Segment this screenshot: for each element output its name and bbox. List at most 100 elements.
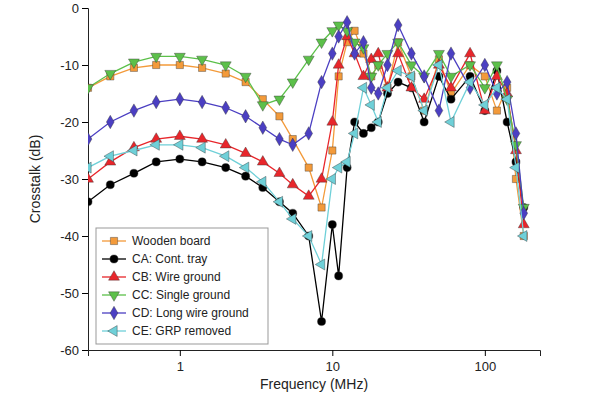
y-tick-label: -20 xyxy=(60,115,79,130)
marker xyxy=(384,58,392,71)
legend-item: CC: Single ground xyxy=(102,288,230,302)
marker xyxy=(276,132,284,145)
marker xyxy=(335,272,343,280)
marker xyxy=(365,99,374,110)
y-tick-label: -40 xyxy=(60,229,79,244)
marker xyxy=(510,142,521,151)
legend-label: CE: GRP removed xyxy=(132,324,231,338)
marker xyxy=(305,127,313,140)
marker xyxy=(435,104,443,117)
marker xyxy=(289,138,297,151)
marker xyxy=(88,173,93,182)
marker xyxy=(274,96,285,105)
y-tick: -50 xyxy=(60,286,88,301)
y-tick: 0 xyxy=(72,1,88,16)
marker xyxy=(222,164,230,172)
x-tick-label: 10 xyxy=(326,359,340,374)
marker xyxy=(276,113,283,120)
marker xyxy=(433,60,442,71)
marker xyxy=(447,47,455,60)
y-tick-mark xyxy=(82,350,88,351)
marker xyxy=(88,132,92,145)
marker xyxy=(128,145,137,156)
series-line xyxy=(88,65,524,265)
y-tick-label: 0 xyxy=(72,1,79,16)
marker xyxy=(259,121,267,134)
marker xyxy=(305,164,312,171)
y-tick-mark xyxy=(82,179,88,180)
marker xyxy=(373,62,384,71)
marker xyxy=(130,169,138,177)
marker xyxy=(329,147,336,154)
marker xyxy=(239,162,248,173)
marker xyxy=(445,117,454,128)
y-tick-mark xyxy=(82,293,88,294)
x-axis: 110100 xyxy=(89,350,541,374)
marker xyxy=(287,178,298,187)
legend-symbol xyxy=(110,306,118,319)
marker xyxy=(327,116,338,125)
marker xyxy=(240,73,251,82)
marker xyxy=(240,147,251,156)
marker xyxy=(198,95,206,108)
y-tick-mark xyxy=(82,122,88,123)
series-line xyxy=(88,71,524,322)
legend-label: CD: Long wire ground xyxy=(132,306,249,320)
marker xyxy=(273,196,282,207)
marker xyxy=(501,94,510,105)
marker xyxy=(318,204,325,211)
marker xyxy=(176,92,184,105)
marker xyxy=(130,104,138,117)
marker xyxy=(481,58,489,71)
legend-symbol xyxy=(110,255,118,263)
legend-label: Wooden board xyxy=(132,234,211,248)
marker xyxy=(326,174,335,185)
y-axis-line xyxy=(82,9,89,351)
marker xyxy=(257,102,268,111)
legend-symbol xyxy=(108,326,117,337)
marker xyxy=(196,142,205,153)
marker xyxy=(493,107,500,114)
plot: 110100-60-50-40-30-20-100Wooden boardCA:… xyxy=(60,1,540,374)
marker xyxy=(151,133,162,142)
marker xyxy=(447,95,455,103)
marker xyxy=(394,18,402,31)
marker xyxy=(479,85,490,94)
marker xyxy=(348,128,357,139)
legend-item: CD: Long wire ground xyxy=(102,306,249,320)
marker xyxy=(333,59,344,68)
x-tick-mark xyxy=(332,350,333,356)
y-axis: -60-50-40-30-20-100 xyxy=(60,1,88,358)
y-tick-label: -60 xyxy=(60,343,79,358)
marker xyxy=(222,101,230,114)
marker xyxy=(360,35,368,48)
marker xyxy=(357,82,366,93)
marker xyxy=(302,231,311,242)
marker xyxy=(318,75,326,88)
series-markers xyxy=(88,30,529,228)
marker xyxy=(128,59,139,68)
marker xyxy=(151,53,162,62)
x-tick: 10 xyxy=(326,350,340,374)
marker xyxy=(479,99,488,110)
marker xyxy=(257,156,268,165)
marker xyxy=(503,75,511,88)
marker xyxy=(374,87,382,100)
series-line xyxy=(88,25,524,207)
marker xyxy=(335,30,343,43)
marker xyxy=(220,138,231,147)
marker xyxy=(197,133,208,142)
marker xyxy=(328,47,336,60)
marker xyxy=(173,139,182,150)
legend: Wooden boardCA: Cont. trayCB: Wire groun… xyxy=(96,228,268,344)
data-area xyxy=(88,16,529,326)
marker xyxy=(351,47,359,60)
marker xyxy=(405,71,414,82)
marker xyxy=(328,221,336,229)
marker xyxy=(303,56,314,65)
marker xyxy=(274,167,285,176)
marker xyxy=(420,118,428,126)
marker xyxy=(174,53,185,62)
y-tick-mark xyxy=(82,236,88,237)
x-tick-label: 1 xyxy=(177,359,184,374)
